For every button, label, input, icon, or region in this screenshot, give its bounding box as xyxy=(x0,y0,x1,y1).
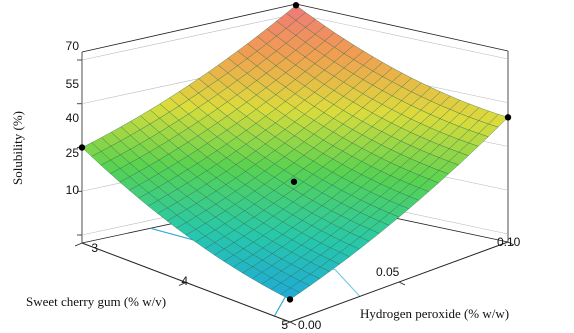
design-point xyxy=(290,178,298,185)
y-tick-label: 0.05 xyxy=(376,265,400,279)
y-tick-mark xyxy=(289,321,297,326)
x-axis-ticks: 3 4 5 xyxy=(91,241,288,332)
z-tick-label: 40 xyxy=(66,111,80,125)
y-axis-ticks: 0.00 0.05 0.10 xyxy=(298,235,521,332)
response-surface xyxy=(81,5,509,300)
design-point xyxy=(78,144,86,151)
y-tick-label: 0.00 xyxy=(298,318,322,332)
top-edge xyxy=(81,3,297,53)
z-tick-label: 25 xyxy=(66,146,80,160)
x-axis-label: Sweet cherry gum (% w/v) xyxy=(26,294,166,309)
design-point xyxy=(504,114,512,121)
y-tick-mark xyxy=(507,241,515,246)
z-tick-label: 10 xyxy=(66,183,80,197)
z-tick-label: 70 xyxy=(66,39,80,53)
x-tick-label: 4 xyxy=(181,274,188,288)
x-tick-mark xyxy=(178,282,187,286)
y-axis-label: Hydrogen peroxide (% w/w) xyxy=(360,306,509,321)
z-axis-label: Solubility (%) xyxy=(10,111,25,185)
surface-cell xyxy=(280,287,301,300)
x-tick-mark xyxy=(282,321,291,326)
y-tick-label: 0.10 xyxy=(497,235,521,249)
design-point xyxy=(286,296,294,303)
z-axis-ticks: 70 55 40 25 10 xyxy=(66,39,80,197)
design-points xyxy=(78,2,512,303)
x-tick-label: 5 xyxy=(281,318,288,332)
axes-box-front xyxy=(74,241,515,326)
x-tick-label: 3 xyxy=(91,241,98,255)
top-edge xyxy=(295,3,509,52)
z-tick-label: 55 xyxy=(66,77,80,91)
design-point xyxy=(292,2,300,9)
x-tick-mark xyxy=(74,242,83,247)
y-tick-mark xyxy=(398,281,406,286)
